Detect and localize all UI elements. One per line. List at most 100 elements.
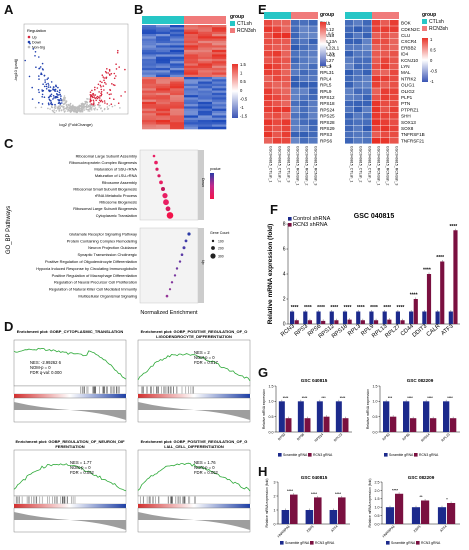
heatmap-e-cell: [363, 88, 372, 94]
volcano-point: [75, 109, 77, 112]
chart-ytick-label: 2.5: [375, 480, 380, 484]
volcano-point: [47, 84, 50, 86]
volcano-point: [93, 102, 95, 105]
gsea-es-curve: [137, 353, 251, 382]
heatmap-e-cell: [282, 44, 291, 51]
volcano-point: [42, 83, 44, 85]
heatmap-e-cell: [309, 26, 318, 32]
chart-category-label: RPL23: [333, 432, 343, 442]
volcano-point: [98, 99, 101, 102]
gsea-hits-frame: [13, 495, 127, 505]
heatmap-e-cell: [345, 32, 354, 39]
volcano-point: [45, 88, 48, 90]
heatmap-e-cell: [381, 75, 390, 82]
volcano-point: [61, 102, 63, 104]
chart-legend-label: Scramble gRNA: [283, 453, 308, 457]
heatmap-e-cell: [363, 82, 372, 88]
e2-group-bar-rcn3sh: [372, 12, 399, 19]
volcano-point: [65, 100, 68, 103]
chart-category-label: XBP1: [306, 524, 315, 533]
heatmap-e-cell: [345, 75, 354, 82]
heatmap-e-cell: [345, 131, 354, 138]
heatmap-b-cell: [184, 25, 199, 28]
heatmap-e-gene-label: SOX8: [401, 126, 414, 131]
chart-category-label: ATF4: [330, 524, 339, 533]
chart-legend-label: Control shRNA: [293, 216, 331, 222]
heatmap-b-cell: [170, 29, 185, 33]
chart-legend-label: Scramble gRNA: [389, 453, 414, 457]
heatmap-b-cell: [142, 101, 157, 105]
heatmap-b-cell: [212, 110, 227, 114]
heatmap-e-cell: [372, 44, 381, 51]
panel-label-c: C: [4, 136, 14, 151]
go-dot: [165, 206, 171, 212]
e1-scale-tick: 1: [328, 21, 331, 26]
volcano-point: [66, 108, 68, 110]
chart-legend-label: Scramble gRNA: [285, 541, 310, 545]
heatmap-e-cell: [300, 75, 309, 82]
heatmap-e-cell: [363, 94, 372, 101]
heatmap-e-sample-label: GSC040815_RCN3sh_3: [395, 146, 399, 185]
heatmap-e-gene-label: ERBB2: [401, 45, 417, 50]
heatmap-e-cell: [390, 57, 399, 63]
volcano-point: [24, 59, 26, 62]
panel-label-a: A: [4, 2, 14, 17]
heatmap-b-cell: [212, 58, 227, 62]
heatmap-b-tick: 1.5: [240, 62, 246, 67]
volcano-point: [97, 96, 100, 98]
volcano-point: [43, 75, 46, 77]
heatmap-e-cell: [291, 137, 300, 144]
heatmap-b-cell: [170, 47, 185, 51]
heatmap-b-cell: [212, 126, 227, 130]
heatmap-b-cell: [212, 117, 227, 121]
volcano-point: [69, 111, 72, 113]
heatmap-e-cell: [273, 63, 282, 70]
volcano-point: [93, 108, 95, 110]
heatmap-b-cell: [198, 113, 213, 116]
volcano-point: [56, 90, 59, 92]
volcano-point: [78, 107, 80, 109]
heatmap-e-cell: [372, 94, 381, 101]
heatmap-e-cell: [363, 57, 372, 63]
heatmap-b-cell: [198, 79, 213, 82]
volcano-point: [56, 108, 59, 110]
heatmap-e-cell: [381, 69, 390, 76]
heatmap-b-cell: [170, 110, 185, 114]
chart-bar: [411, 507, 421, 524]
heatmap-e-cell: [372, 119, 381, 125]
heatmap-b-cell: [212, 38, 227, 42]
heatmap-e-scale-ticks: 1 1 0.5 0.5 0 0 -0.5 -0.5 -1 -1: [328, 21, 438, 84]
volcano-point: [73, 108, 76, 111]
heatmap-b-cell: [142, 31, 157, 35]
chart-legend-label: RCN3 shRNA: [293, 222, 328, 228]
heatmap-b-cell: [156, 126, 171, 130]
heatmap-e-cell: [381, 131, 390, 138]
chart-bar: [435, 311, 440, 324]
heatmap-e-cell: [354, 100, 363, 107]
volcano-point: [44, 79, 46, 81]
volcano-point: [93, 105, 96, 107]
heatmap-b-cell: [198, 65, 213, 69]
heatmap-b-cell: [142, 81, 157, 85]
heatmap-b-cell: [198, 61, 213, 64]
pvalue-colorscale: [210, 173, 214, 199]
heatmap-e-gene-label: CXCR4: [401, 39, 417, 44]
chart-category-label: RPS6: [402, 432, 411, 441]
go-dot: [168, 288, 172, 291]
heatmap-e-cell: [381, 38, 390, 45]
heatmap-b: group CTLsh RCN3sh 1.5 1 0.5 0 -0.5 -1 -1.5: [142, 14, 256, 130]
chart-bar: [409, 311, 414, 324]
chart-bar: [305, 510, 314, 524]
heatmap-e-cell: [372, 20, 381, 26]
volcano-point: [58, 109, 60, 112]
chart-category-label: RPL23: [441, 432, 451, 442]
heatmap-b-cell: [142, 70, 157, 73]
go-term-label: Glutamate Receptor Signaling Pathway: [69, 231, 137, 236]
heatmap-b-cell: [184, 83, 199, 87]
heatmap-e-cell: [282, 131, 291, 138]
heatmap-e-cell: [282, 125, 291, 132]
gsea-plots: Enrichment plot: GOBP_CYTOPLASMIC_TRANSL…: [13, 329, 251, 533]
go-dot: [182, 246, 186, 250]
go-term-label: Synaptic Transmission Cholinergic: [78, 252, 138, 257]
volcano-point: [103, 100, 106, 102]
